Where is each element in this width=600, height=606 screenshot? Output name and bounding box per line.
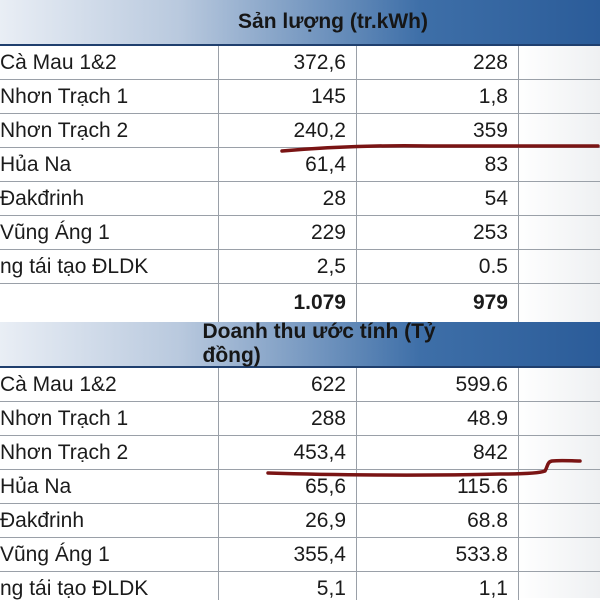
table-row: Nhơn Trạch 1 288 48.9 xyxy=(0,402,600,436)
table-row: Nhơn Trạch 2 453,4 842 xyxy=(0,436,600,470)
column-divider xyxy=(218,46,219,322)
plant-name: Cà Mau 1&2 xyxy=(0,373,117,396)
value-col-a: 28 xyxy=(322,187,346,210)
total-row: 1.079 979 xyxy=(0,284,600,322)
value-col-b: 115.6 xyxy=(457,475,508,498)
value-col-a: 355,4 xyxy=(293,543,346,566)
column-divider xyxy=(356,368,357,600)
value-col-a: 229 xyxy=(310,221,346,244)
total-col-b: 979 xyxy=(472,291,508,314)
table-row: ng tái tạo ĐLDK 5,1 1,1 xyxy=(0,572,600,606)
revenue-section-header: Doanh thu ước tính (Tỷ đồng) xyxy=(0,320,600,368)
value-col-b: 599.6 xyxy=(455,373,508,396)
value-col-b: 359 xyxy=(472,119,508,142)
value-col-a: 145 xyxy=(310,85,346,108)
plant-name: Đakđrinh xyxy=(0,187,85,210)
output-section-header: Sản lượng (tr.kWh) xyxy=(0,0,600,46)
value-col-b: 83 xyxy=(484,153,508,176)
table-row: Nhơn Trạch 1 145 1,8 xyxy=(0,80,600,114)
value-col-a: 622 xyxy=(310,373,346,396)
plant-name: Nhơn Trạch 1 xyxy=(0,85,129,108)
column-divider xyxy=(356,46,357,322)
table-row: Nhơn Trạch 2 240,2 359 xyxy=(0,114,600,148)
table-row: Cà Mau 1&2 372,6 228 xyxy=(0,46,600,80)
plant-name: Hủa Na xyxy=(0,475,72,498)
plant-name: Nhơn Trạch 2 xyxy=(0,119,129,142)
value-col-a: 2,5 xyxy=(316,255,346,278)
table-row: Đakđrinh 26,9 68.8 xyxy=(0,504,600,538)
value-col-b: 68.8 xyxy=(467,509,508,532)
table-row: Vũng Áng 1 229 253 xyxy=(0,216,600,250)
table-row: Vũng Áng 1 355,4 533.8 xyxy=(0,538,600,572)
total-col-a: 1.079 xyxy=(293,291,346,314)
value-col-b: 1,8 xyxy=(478,85,508,108)
value-col-b: 253 xyxy=(472,221,508,244)
output-section-title: Sản lượng (tr.kWh) xyxy=(238,10,428,33)
value-col-b: 48.9 xyxy=(467,407,508,430)
plant-name: ng tái tạo ĐLDK xyxy=(0,577,149,600)
value-col-a: 26,9 xyxy=(305,509,346,532)
plant-name: ng tái tạo ĐLDK xyxy=(0,255,149,278)
table-row: Hủa Na 65,6 115.6 xyxy=(0,470,600,504)
value-col-b: 228 xyxy=(472,51,508,74)
value-col-b: 1,1 xyxy=(478,577,508,600)
plant-name: Đakđrinh xyxy=(0,509,85,532)
revenue-section-title: Doanh thu ước tính (Tỷ đồng) xyxy=(202,320,436,367)
plant-name: Nhơn Trạch 1 xyxy=(0,407,129,430)
value-col-a: 65,6 xyxy=(305,475,346,498)
value-col-b: 54 xyxy=(484,187,508,210)
value-col-b: 842 xyxy=(472,441,508,464)
value-col-a: 61,4 xyxy=(305,153,346,176)
value-col-a: 5,1 xyxy=(316,577,346,600)
value-col-b: 0.5 xyxy=(478,255,508,278)
column-divider xyxy=(218,368,219,600)
table-row: Đakđrinh 28 54 xyxy=(0,182,600,216)
column-divider xyxy=(518,368,519,600)
value-col-a: 372,6 xyxy=(293,51,346,74)
plant-name: Vũng Áng 1 xyxy=(0,543,110,566)
table-row: ng tái tạo ĐLDK 2,5 0.5 xyxy=(0,250,600,284)
plant-name: Hủa Na xyxy=(0,153,72,176)
plant-name: Vũng Áng 1 xyxy=(0,221,110,244)
table-row: Cà Mau 1&2 622 599.6 xyxy=(0,368,600,402)
value-col-b: 533.8 xyxy=(455,543,508,566)
table-row: Hủa Na 61,4 83 xyxy=(0,148,600,182)
column-divider xyxy=(518,46,519,322)
value-col-a: 288 xyxy=(310,407,346,430)
plant-name: Nhơn Trạch 2 xyxy=(0,441,129,464)
value-col-a: 453,4 xyxy=(293,441,346,464)
value-col-a: 240,2 xyxy=(293,119,346,142)
plant-name: Cà Mau 1&2 xyxy=(0,51,117,74)
